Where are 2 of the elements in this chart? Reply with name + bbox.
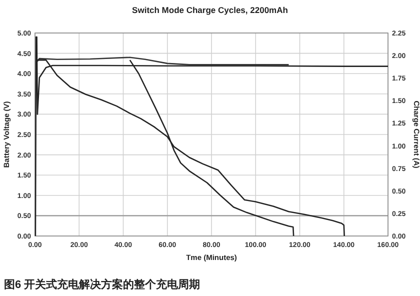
chart-title: Switch Mode Charge Cycles, 2200mAh <box>132 5 288 15</box>
caption: 图6 开关式充电解决方案的整个充电周期 <box>4 278 200 291</box>
